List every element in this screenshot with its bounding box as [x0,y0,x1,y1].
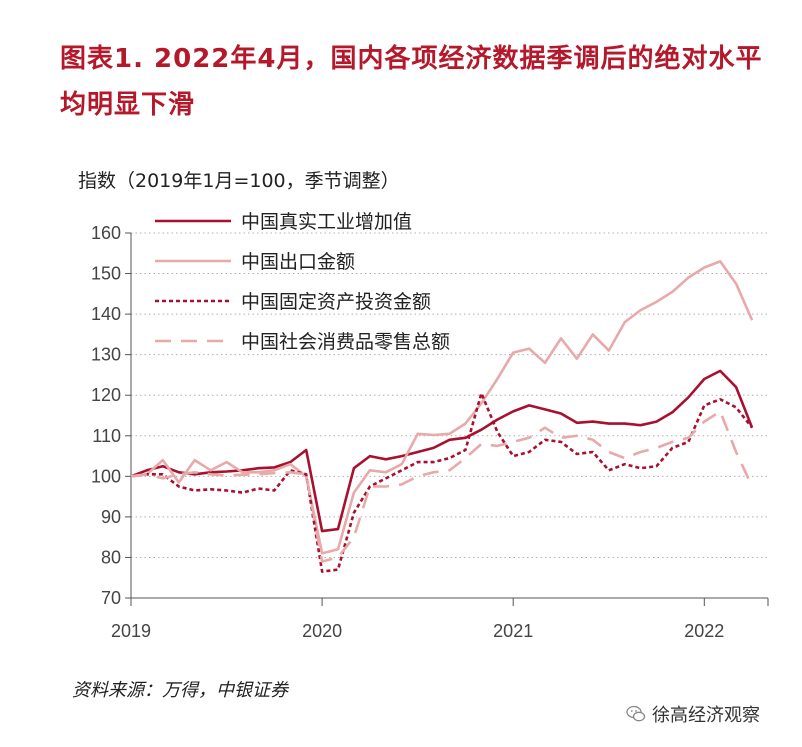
legend-label-2: 中国出口金额 [241,251,355,273]
source-note: 资料来源：万得，中银证券 [72,680,288,701]
figure-title: 图表1. 2022年4月，国内各项经济数据季调后的绝对水平均明显下滑 [60,44,763,120]
legend-label-1: 中国真实工业增加值 [241,211,412,233]
y-tick-label: 150 [91,264,121,284]
x-tick-label: 2022 [684,621,724,641]
y-tick-label: 100 [91,466,121,486]
wechat-icon [626,705,646,722]
x-tick-label: 2019 [111,621,151,641]
y-tick-label: 110 [92,426,121,446]
series-line-2 [130,260,754,555]
y-axis-label: 指数（2019年1月=100，季节调整） [78,170,400,192]
y-tick-label: 160 [91,223,121,243]
legend-label-3: 中国固定资产投资金额 [241,291,431,313]
watermark-text: 徐高经济观察 [652,705,760,726]
series-line-4 [130,410,754,563]
y-tick-label: 80 [101,547,121,567]
x-tick-label: 2020 [302,621,342,641]
series-line-1 [130,369,754,533]
y-tick-label: 130 [91,345,121,365]
x-tick-label: 2021 [493,621,533,641]
legend-label-4: 中国社会消费品零售总额 [241,331,450,353]
series-line-3 [130,391,754,573]
y-tick-label: 120 [91,385,121,405]
watermark: 徐高经济观察 [626,701,760,727]
y-tick-label: 140 [91,304,121,324]
y-tick-label: 70 [101,588,121,608]
gridlines [131,232,768,558]
series-lines [130,260,754,573]
y-tick-label: 90 [101,507,121,527]
axes: 70 80 90 100 110 120 130 140 150 160 2019 2020 2021 2… [91,223,769,641]
